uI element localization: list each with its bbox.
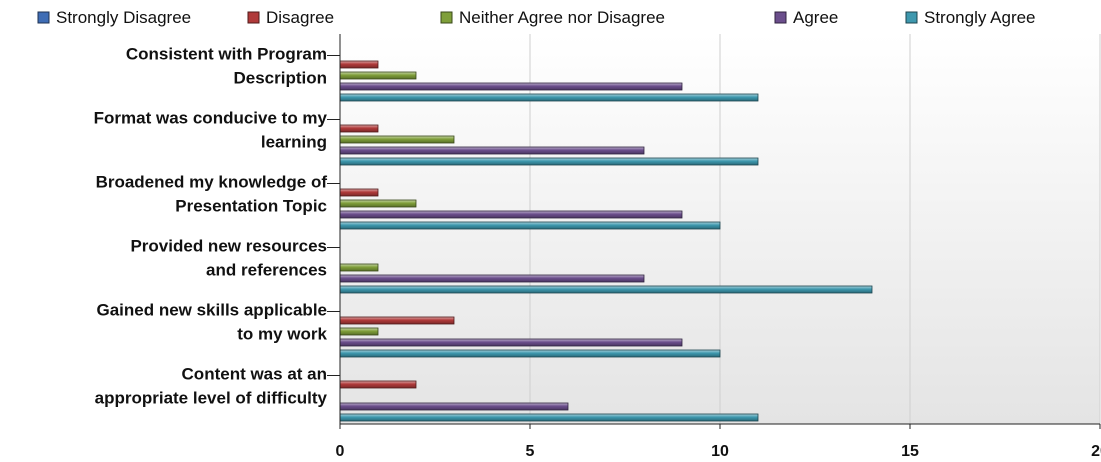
category-label-3-line-1: and references <box>206 261 327 280</box>
bar-neither-agree-nor-disagree-1 <box>339 135 455 144</box>
category-label-1-line-1: learning <box>261 133 327 152</box>
bar-agree-3 <box>339 274 645 283</box>
bar-strongly-agree-1 <box>339 157 759 166</box>
bar-disagree-0 <box>339 60 379 69</box>
legend-swatch-disagree <box>247 11 260 24</box>
bar-strongly-agree-4 <box>339 349 721 358</box>
bar-strongly-agree-2 <box>339 221 721 230</box>
bar-strongly-agree-0 <box>339 93 759 102</box>
category-label-4-line-1: to my work <box>237 325 327 344</box>
category-label-2-line-1: Presentation Topic <box>175 197 327 216</box>
category-label-4-line-0: Gained new skills applicable <box>96 301 327 320</box>
legend-swatch-strongly-disagree <box>37 11 50 24</box>
legend-swatch-strongly-agree <box>905 11 918 24</box>
bar-neither-agree-nor-disagree-4 <box>339 327 379 336</box>
bar-agree-0 <box>339 82 683 91</box>
legend-label-strongly-disagree: Strongly Disagree <box>56 8 191 27</box>
x-tick-label-15: 15 <box>901 443 919 460</box>
category-label-1-line-0: Format was conducive to my <box>94 109 328 128</box>
bar-strongly-agree-3 <box>339 285 873 294</box>
bar-disagree-2 <box>339 188 379 197</box>
bar-agree-4 <box>339 338 683 347</box>
category-label-3-line-0: Provided new resources <box>130 237 327 256</box>
legend-label-disagree: Disagree <box>266 8 334 27</box>
legend-label-strongly-agree: Strongly Agree <box>924 8 1036 27</box>
bar-agree-5 <box>339 402 569 411</box>
category-label-0-line-0: Consistent with Program <box>126 45 327 64</box>
bar-disagree-1 <box>339 124 379 133</box>
x-tick-label-5: 5 <box>526 443 535 460</box>
bar-neither-agree-nor-disagree-3 <box>339 263 379 272</box>
category-labels: Consistent with Program Description Format… <box>94 45 328 408</box>
category-label-2-line-0: Broadened my knowledge of <box>96 173 328 192</box>
legend-swatch-agree <box>774 11 787 24</box>
axes <box>327 34 1101 429</box>
bar-disagree-5 <box>339 380 417 389</box>
bar-strongly-agree-5 <box>339 413 759 422</box>
category-label-0-line-1: Description <box>233 69 327 88</box>
bar-agree-1 <box>339 146 645 155</box>
category-label-5-line-0: Content was at an <box>182 365 327 384</box>
bar-agree-2 <box>339 210 683 219</box>
x-tick-label-20: 20 <box>1091 443 1101 460</box>
legend-swatch-neither-agree-nor-disagree <box>440 11 453 24</box>
legend: Strongly Disagree Disagree Neither Agree n… <box>37 8 1036 27</box>
legend-label-neither-agree-nor-disagree: Neither Agree nor Disagree <box>459 8 665 27</box>
bar-disagree-4 <box>339 316 455 325</box>
x-tick-label-0: 0 <box>336 443 345 460</box>
x-tick-labels: 0 5 10 15 20 <box>336 443 1101 460</box>
category-label-5-line-1: appropriate level of difficulty <box>95 389 328 408</box>
bar-neither-agree-nor-disagree-0 <box>339 71 417 80</box>
x-tick-label-10: 10 <box>711 443 729 460</box>
legend-label-agree: Agree <box>793 8 838 27</box>
bar-neither-agree-nor-disagree-2 <box>339 199 417 208</box>
